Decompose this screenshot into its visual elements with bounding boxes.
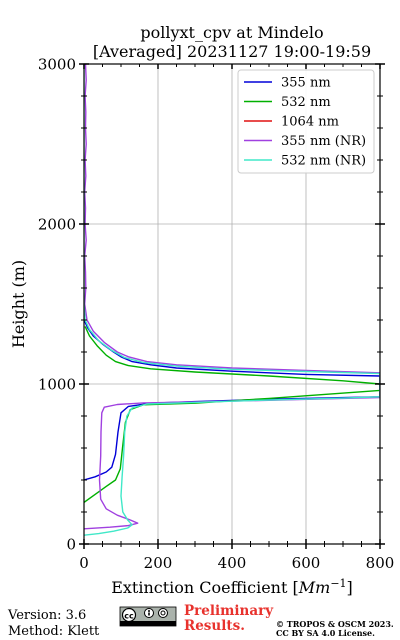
legend-label-3: 355 nm (NR)	[281, 134, 366, 149]
legend: 355 nm 532 nm 1064 nm 355 nm (NR) 532 nm (NR…	[237, 69, 375, 174]
series-line-3	[84, 64, 380, 530]
x-tick-label: 0	[79, 554, 89, 572]
svg-text:cc: cc	[124, 612, 134, 621]
y-tick-label: 1000	[38, 376, 76, 394]
chart-title-line-1: pollyxt_cpv at Mindelo	[140, 23, 323, 42]
x-axis-label: Extinction Coefficient [Mm−1]	[111, 577, 353, 598]
legend-label-4: 532 nm (NR)	[281, 154, 366, 169]
x-tick-label: 600	[292, 554, 321, 572]
series-line-1	[84, 326, 380, 503]
chart-title-line-2: [Averaged] 20231127 19:00-19:59	[93, 42, 371, 61]
x-tick-label: 400	[218, 554, 247, 572]
method-text: Method: Klett	[8, 624, 100, 639]
x-axis-label-close: ]	[347, 578, 353, 597]
version-text: Version: 3.6	[7, 608, 86, 623]
cc-by-sa-badge-icon: cc	[119, 606, 177, 627]
preliminary-text-line-2: Results.	[184, 618, 245, 634]
x-tick-label: 800	[366, 554, 395, 572]
y-axis-label: Height (m)	[9, 260, 28, 348]
copyright-line-1: © TROPOS & OSCM 2023.	[276, 619, 394, 629]
axis-ticks: 0 200 400 600 800 0 1000 2000 3000	[38, 56, 395, 573]
y-tick-label: 2000	[38, 216, 76, 234]
x-axis-unit-exponent: −1	[330, 577, 346, 590]
series-lines	[84, 64, 380, 536]
y-tick-label: 3000	[38, 56, 76, 74]
series-line-4	[84, 64, 380, 536]
preliminary-text-line-1: Preliminary	[184, 603, 274, 619]
y-tick-label: 0	[66, 536, 76, 554]
x-axis-label-text: Extinction Coefficient [	[111, 578, 299, 597]
copyright-line-2: CC BY SA 4.0 License.	[276, 628, 375, 638]
legend-label-1: 532 nm	[281, 95, 331, 110]
legend-label-0: 355 nm	[281, 76, 331, 91]
legend-label-2: 1064 nm	[281, 115, 339, 130]
legend-items: 355 nm 532 nm 1064 nm 355 nm (NR) 532 nm (NR…	[244, 76, 366, 169]
legend-box	[237, 69, 375, 174]
x-axis-unit-base: Mm	[298, 578, 331, 597]
x-tick-label: 200	[144, 554, 173, 572]
